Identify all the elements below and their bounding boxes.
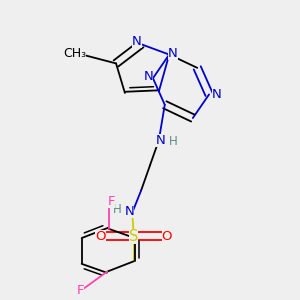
- Text: O: O: [162, 230, 172, 243]
- Text: H: H: [112, 202, 121, 215]
- Text: N: N: [212, 88, 221, 101]
- Text: S: S: [129, 229, 138, 244]
- Text: N: N: [132, 35, 142, 48]
- Text: N: N: [168, 46, 178, 60]
- Text: N: N: [144, 70, 153, 83]
- Text: F: F: [107, 195, 115, 208]
- Text: H: H: [169, 135, 177, 148]
- Text: N: N: [124, 205, 134, 218]
- Text: N: N: [155, 134, 165, 147]
- Text: CH₃: CH₃: [63, 46, 86, 60]
- Text: O: O: [95, 230, 106, 243]
- Text: F: F: [77, 284, 84, 297]
